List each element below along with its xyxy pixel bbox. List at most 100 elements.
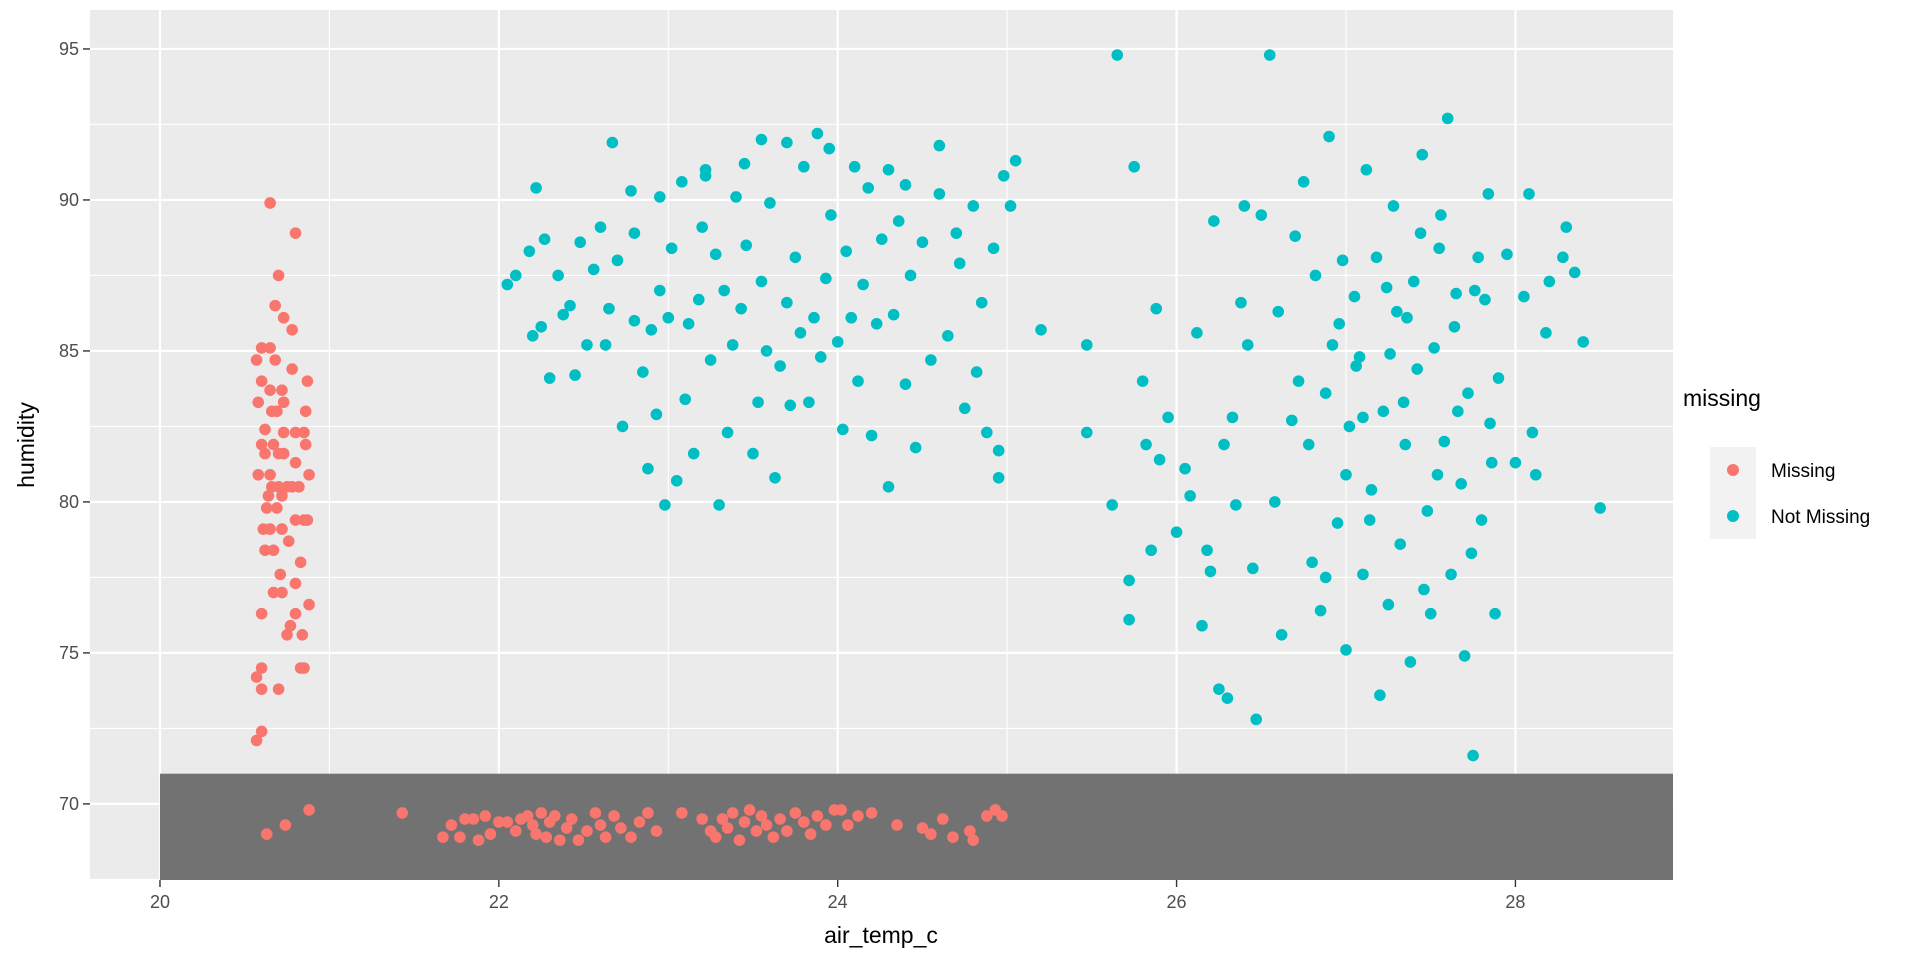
data-point-not-missing: [1247, 562, 1259, 575]
data-point-not-missing: [1485, 456, 1498, 469]
data-point-not-missing: [1557, 251, 1569, 264]
data-point-missing: [296, 628, 309, 641]
data-point-not-missing: [981, 426, 993, 439]
data-point-missing: [625, 831, 637, 843]
data-point-not-missing: [1475, 514, 1488, 526]
data-point-not-missing: [665, 242, 678, 255]
points-overlay-layer: [260, 804, 1008, 846]
data-point-not-missing: [1350, 360, 1362, 372]
data-point-missing: [276, 384, 288, 396]
data-point-not-missing: [1128, 160, 1141, 173]
data-point-not-missing: [1226, 411, 1239, 424]
data-point-missing: [289, 227, 302, 239]
data-point-not-missing: [1150, 302, 1163, 315]
data-point-not-missing: [747, 447, 759, 460]
legend-title: missing: [1683, 385, 1761, 411]
data-point-not-missing: [628, 227, 641, 239]
data-point-not-missing: [1302, 438, 1315, 451]
data-point-not-missing: [653, 284, 666, 297]
data-point-not-missing: [760, 345, 773, 357]
data-point-missing: [299, 438, 312, 451]
data-point-not-missing: [862, 182, 874, 194]
data-point-not-missing: [1331, 517, 1344, 529]
data-point-not-missing: [1184, 490, 1196, 502]
data-point-missing: [299, 405, 312, 418]
data-point-not-missing: [1204, 565, 1217, 578]
data-point-not-missing: [726, 339, 739, 351]
data-point-not-missing: [933, 188, 946, 200]
data-point-missing: [767, 831, 780, 843]
data-point-missing: [255, 342, 268, 354]
data-point-missing: [260, 502, 273, 514]
data-point-not-missing: [1435, 209, 1447, 221]
data-point-not-missing: [1501, 248, 1513, 261]
data-point-missing: [264, 197, 276, 209]
data-point-not-missing: [692, 293, 705, 306]
data-point-not-missing: [1363, 514, 1376, 526]
data-point-missing: [303, 468, 315, 481]
data-point-not-missing: [535, 320, 547, 333]
data-point-missing: [250, 354, 263, 366]
data-point-not-missing: [909, 441, 922, 454]
data-point-not-missing: [1255, 209, 1268, 221]
data-point-not-missing: [1140, 438, 1152, 451]
data-point-missing: [743, 804, 756, 816]
data-point-not-missing: [1123, 613, 1135, 626]
data-point-missing: [289, 426, 302, 439]
data-point-not-missing: [1319, 387, 1332, 400]
x-tick-label: 22: [489, 892, 509, 912]
data-point-not-missing: [594, 221, 607, 233]
data-point-missing: [781, 825, 793, 837]
data-point-missing: [298, 426, 310, 439]
data-point-not-missing: [1462, 387, 1474, 400]
data-point-not-missing: [1201, 544, 1213, 557]
axes: 20 22 24 26 28 70 75 80 85 90 95: [59, 39, 1525, 912]
data-point-not-missing: [625, 185, 637, 197]
data-point-missing: [286, 363, 298, 375]
data-point-missing: [277, 396, 290, 409]
data-point-missing: [996, 810, 1008, 822]
data-point-not-missing: [1123, 574, 1135, 587]
y-axis-title: humidity: [13, 402, 39, 488]
data-point-not-missing: [1397, 396, 1410, 409]
data-point-missing: [255, 375, 268, 387]
data-point-not-missing: [1218, 438, 1230, 451]
data-point-not-missing: [599, 339, 612, 351]
data-point-not-missing: [1433, 242, 1445, 255]
data-point-missing: [755, 810, 768, 822]
data-point-not-missing: [1391, 305, 1403, 318]
data-point-not-missing: [970, 366, 983, 378]
data-point-not-missing: [662, 311, 675, 324]
data-point-not-missing: [1529, 468, 1542, 481]
data-point-missing: [282, 535, 295, 547]
data-point-missing: [286, 323, 298, 336]
data-point-missing: [279, 819, 292, 831]
data-point-missing: [509, 825, 522, 837]
data-point-not-missing: [1526, 426, 1539, 439]
data-point-not-missing: [616, 420, 629, 433]
data-point-not-missing: [840, 245, 852, 258]
data-point-missing: [303, 598, 315, 611]
data-point-not-missing: [645, 323, 658, 336]
data-point-not-missing: [769, 471, 781, 484]
data-point-not-missing: [958, 402, 971, 415]
data-point-missing: [250, 671, 263, 683]
data-point-not-missing: [1468, 284, 1481, 297]
data-point-not-missing: [870, 317, 883, 330]
data-point-missing: [272, 269, 285, 282]
data-point-not-missing: [892, 215, 905, 227]
data-point-missing: [467, 813, 480, 825]
data-point-not-missing: [1458, 650, 1471, 662]
data-point-not-missing: [1285, 414, 1298, 427]
data-point-not-missing: [1472, 251, 1484, 264]
data-point-not-missing: [718, 284, 730, 297]
y-tick-label: 90: [59, 190, 79, 210]
data-point-missing: [676, 807, 688, 819]
data-point-not-missing: [992, 471, 1005, 484]
data-point-not-missing: [1145, 544, 1157, 557]
data-point-missing: [633, 816, 646, 828]
data-point-missing: [760, 819, 773, 831]
data-point-not-missing: [820, 272, 832, 285]
x-tick-label: 28: [1505, 892, 1525, 912]
data-point-not-missing: [1518, 290, 1530, 303]
